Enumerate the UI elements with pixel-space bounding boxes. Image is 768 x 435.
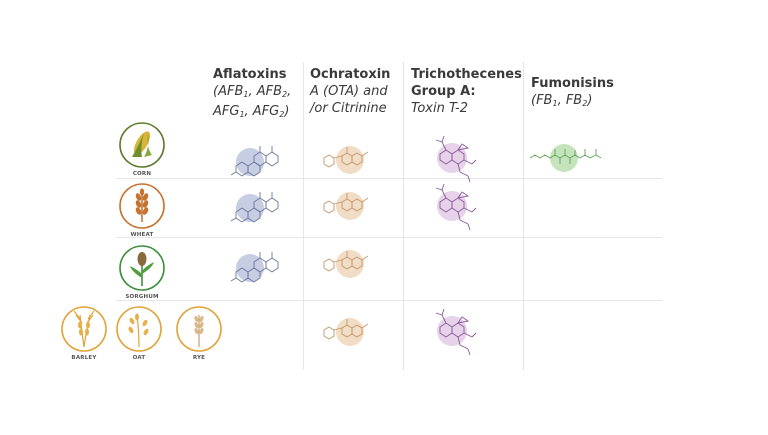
ochratoxin-title: Ochratoxin xyxy=(310,67,391,82)
fumonisin-molecule-icon xyxy=(529,144,602,172)
crop-barley: BARLEY xyxy=(54,305,114,361)
row-divider xyxy=(116,300,662,301)
barley-icon xyxy=(61,306,107,352)
header-aflatoxins: Aflatoxins (AFB1, AFB2, AFG1, AFG2) xyxy=(213,66,291,123)
crop-wheat: WHEAT xyxy=(112,182,172,238)
ochratoxin-molecule-icon xyxy=(323,250,369,278)
column-divider xyxy=(303,62,304,370)
trichothecene-molecule-icon xyxy=(435,308,477,356)
corn-icon xyxy=(119,122,165,168)
fumonisins-title: Fumonisins xyxy=(531,76,614,91)
crop-corn: CORN xyxy=(112,121,172,177)
ochratoxin-molecule-icon xyxy=(323,146,369,174)
ochratoxin-line1: A (OTA) and xyxy=(310,84,388,99)
crop-rye: RYE xyxy=(169,305,229,361)
trichothecenes-group: Group A: xyxy=(411,84,476,99)
crop-label-corn: CORN xyxy=(132,171,152,177)
crop-sorghum: SORGHUM xyxy=(112,244,172,300)
fumonisins-variants: (FB1, FB2) xyxy=(531,93,593,108)
trichothecene-molecule-icon xyxy=(435,135,477,183)
rye-icon xyxy=(176,306,222,352)
crop-oat: OAT xyxy=(109,305,169,361)
header-fumonisins: Fumonisins (FB1, FB2) xyxy=(531,75,614,112)
crop-label-rye: RYE xyxy=(192,355,206,361)
column-divider xyxy=(403,62,404,370)
row-divider xyxy=(116,237,662,238)
aflatoxins-variants-line1: (AFB1, AFB2, xyxy=(213,84,292,99)
ochratoxin-molecule-icon xyxy=(323,192,369,220)
ochratoxin-line2: /or Citrinine xyxy=(310,101,387,116)
header-trichothecenes: Trichothecenes Group A: Toxin T-2 xyxy=(411,66,522,117)
wheat-icon xyxy=(119,183,165,229)
trichothecenes-title: Trichothecenes xyxy=(411,67,522,82)
aflatoxins-variants-line2: AFG1, AFG2) xyxy=(213,104,290,119)
crop-label-sorghum: SORGHUM xyxy=(125,294,159,300)
header-ochratoxin: Ochratoxin A (OTA) and /or Citrinine xyxy=(310,66,390,117)
row-divider xyxy=(116,178,662,179)
trichothecene-molecule-icon xyxy=(435,183,477,231)
ochratoxin-molecule-icon xyxy=(323,318,369,346)
crop-label-oat: OAT xyxy=(132,355,146,361)
trichothecenes-toxin: Toxin T-2 xyxy=(411,101,469,116)
crop-label-wheat: WHEAT xyxy=(130,232,154,238)
oat-icon xyxy=(116,306,162,352)
aflatoxin-molecule-icon xyxy=(230,192,279,223)
aflatoxins-title: Aflatoxins xyxy=(213,67,287,82)
aflatoxin-molecule-icon xyxy=(230,146,279,177)
crop-label-barley: BARLEY xyxy=(71,355,97,361)
sorghum-icon xyxy=(119,245,165,291)
column-divider xyxy=(523,62,524,370)
aflatoxin-molecule-icon xyxy=(230,252,279,283)
